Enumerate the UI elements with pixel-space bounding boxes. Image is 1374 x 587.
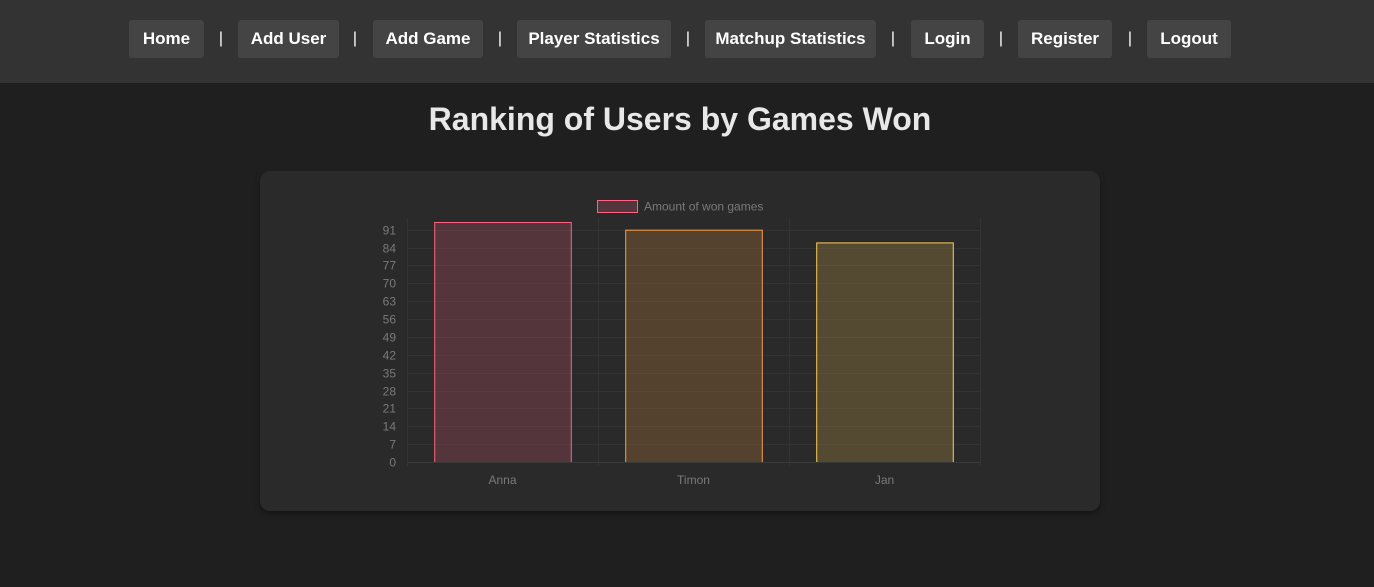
y-tick-label: 21: [383, 402, 397, 416]
y-tick-label: 42: [383, 349, 397, 363]
nav-separator: |: [890, 30, 896, 47]
x-tick-label: Anna: [488, 473, 516, 487]
y-tick-label: 56: [383, 313, 397, 327]
y-tick-label: 70: [383, 277, 397, 291]
nav-matchup-statistics-button[interactable]: Matchup Statistics: [705, 20, 876, 58]
nav-separator: |: [998, 30, 1004, 47]
nav-separator: |: [1127, 30, 1133, 47]
nav-login-button[interactable]: Login: [911, 20, 984, 58]
y-tick-label: 7: [389, 438, 396, 452]
nav-separator: |: [218, 30, 224, 47]
chart-card: Amount of won games 0 7 14 21 28 35 42 49 56 63 70 7…: [260, 171, 1100, 511]
nav-logout-button[interactable]: Logout: [1147, 20, 1231, 58]
y-tick-label: 0: [389, 456, 396, 470]
nav-add-game-button[interactable]: Add Game: [373, 20, 483, 58]
page-title: Ranking of Users by Games Won: [428, 101, 932, 137]
bar-anna: [434, 222, 572, 463]
y-tick-label: 28: [383, 385, 397, 399]
nav-player-statistics-button[interactable]: Player Statistics: [517, 20, 671, 58]
nav-separator: |: [352, 30, 358, 47]
nav-home-button[interactable]: Home: [129, 20, 204, 58]
bar-chart: Amount of won games 0 7 14 21 28 35 42 49 56 63 70 7…: [383, 200, 981, 487]
x-tick-label: Timon: [677, 473, 710, 487]
x-tick-label: Jan: [875, 473, 894, 487]
y-tick-label: 84: [383, 242, 397, 256]
nav-separator: |: [685, 30, 691, 47]
nav-add-user-button[interactable]: Add User: [238, 20, 339, 58]
y-tick-label: 63: [383, 295, 397, 309]
bar-timon: [625, 229, 763, 463]
nav-register-button[interactable]: Register: [1018, 20, 1112, 58]
legend-swatch: [597, 200, 638, 213]
y-tick-label: 14: [383, 420, 397, 434]
nav-separator: |: [497, 30, 503, 47]
legend-label: Amount of won games: [644, 200, 763, 214]
y-tick-label: 49: [383, 331, 397, 345]
bar-jan: [816, 242, 954, 463]
navbar: Home Add User Add Game Player Statistics Mat…: [0, 0, 1374, 83]
y-tick-label: 91: [383, 224, 397, 238]
y-tick-label: 35: [383, 367, 397, 381]
y-tick-label: 77: [383, 259, 397, 273]
